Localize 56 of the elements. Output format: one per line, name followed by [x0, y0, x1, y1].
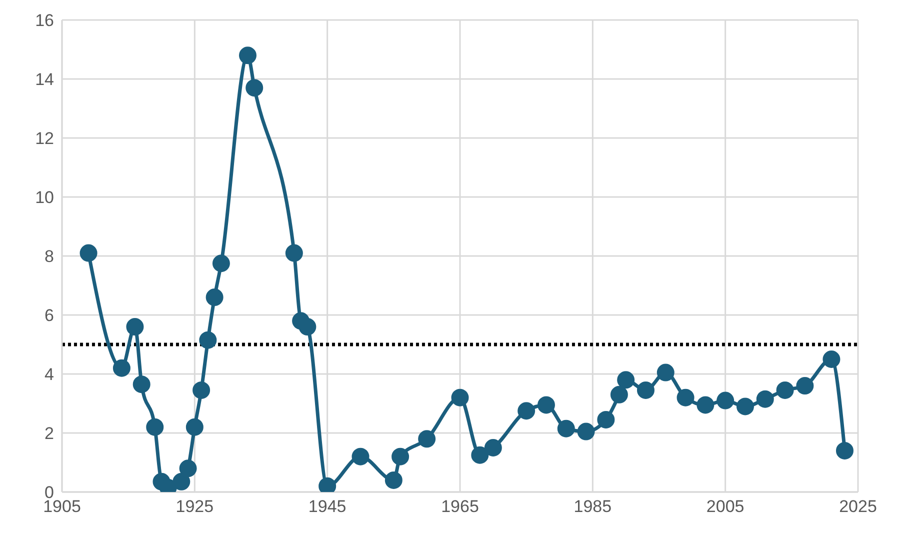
point [418, 430, 436, 448]
y-tick-label: 14 [35, 70, 54, 90]
y-tick-label: 16 [35, 11, 54, 30]
point [776, 381, 794, 399]
x-tick-label: 1925 [176, 497, 214, 516]
point [206, 288, 224, 306]
point [610, 386, 628, 404]
point [597, 410, 615, 428]
point [756, 390, 774, 408]
point [557, 420, 575, 438]
point [656, 364, 674, 382]
y-tick-label: 10 [35, 188, 54, 208]
point [179, 460, 197, 478]
point [518, 402, 536, 420]
y-tick-label: 4 [44, 365, 54, 384]
point [285, 244, 303, 262]
point [636, 381, 654, 399]
point [146, 418, 164, 436]
point [392, 448, 410, 466]
point [822, 350, 840, 368]
point [537, 396, 555, 414]
point [186, 418, 204, 436]
point [172, 472, 190, 490]
point [384, 471, 402, 489]
point [484, 439, 502, 456]
point [238, 46, 256, 64]
point [126, 318, 144, 336]
y-tick-label: 6 [44, 306, 54, 326]
point [471, 446, 489, 464]
x-tick-label: 1905 [43, 497, 81, 516]
point [199, 331, 217, 349]
point [298, 318, 316, 336]
point [132, 376, 150, 394]
point [246, 79, 264, 97]
x-tick-label: 2005 [706, 497, 744, 516]
point [80, 244, 98, 262]
x-tick-label: 1945 [308, 497, 346, 516]
point [112, 359, 130, 377]
point [676, 388, 694, 406]
point [451, 388, 469, 406]
point [352, 448, 370, 466]
point [617, 371, 635, 389]
point [716, 392, 734, 410]
point [192, 381, 210, 399]
point [736, 398, 754, 416]
point [836, 442, 854, 460]
x-tick-label: 2025 [839, 497, 877, 516]
x-tick-label: 1965 [441, 497, 479, 516]
point [796, 377, 814, 395]
y-tick-label: 12 [35, 129, 54, 148]
point [577, 422, 595, 440]
y-tick-label: 2 [44, 424, 54, 444]
x-tick-label: 1985 [574, 497, 612, 516]
y-tick-label: 8 [44, 247, 54, 266]
point [212, 254, 230, 272]
point [696, 396, 714, 414]
